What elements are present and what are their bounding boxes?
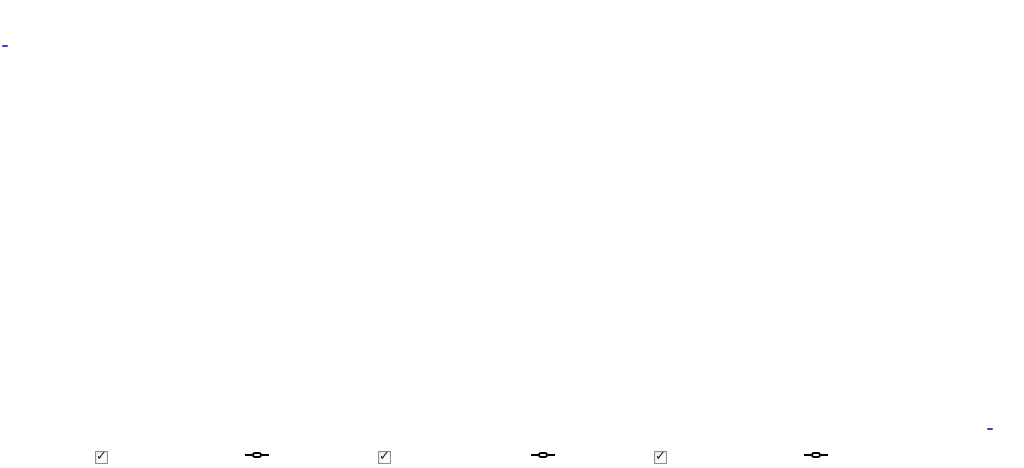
measurement-checkbox-3[interactable]: ✓ — [654, 448, 667, 464]
smoothing-value-2 — [538, 452, 548, 458]
x-axis-max-value-box[interactable] — [987, 428, 993, 430]
badge-line-icon — [262, 454, 269, 456]
smoothing-badge-3[interactable] — [804, 452, 828, 458]
smoothing-badge-2[interactable] — [531, 452, 555, 458]
y-axis-max-value-box[interactable] — [2, 45, 8, 47]
smoothing-badge-1[interactable] — [245, 452, 269, 458]
badge-line-icon — [821, 454, 828, 456]
checkmark-icon: ✓ — [655, 448, 666, 463]
measurement-checkbox-1[interactable]: ✓ — [95, 448, 108, 464]
badge-line-icon — [245, 454, 252, 456]
badge-line-icon — [531, 454, 538, 456]
checkmark-icon: ✓ — [96, 448, 107, 463]
checkmark-icon: ✓ — [379, 448, 390, 463]
badge-line-icon — [804, 454, 811, 456]
measurement-checkbox-2[interactable]: ✓ — [378, 448, 391, 464]
badge-line-icon — [548, 454, 555, 456]
smoothing-value-3 — [811, 452, 821, 458]
smoothing-value-1 — [252, 452, 262, 458]
